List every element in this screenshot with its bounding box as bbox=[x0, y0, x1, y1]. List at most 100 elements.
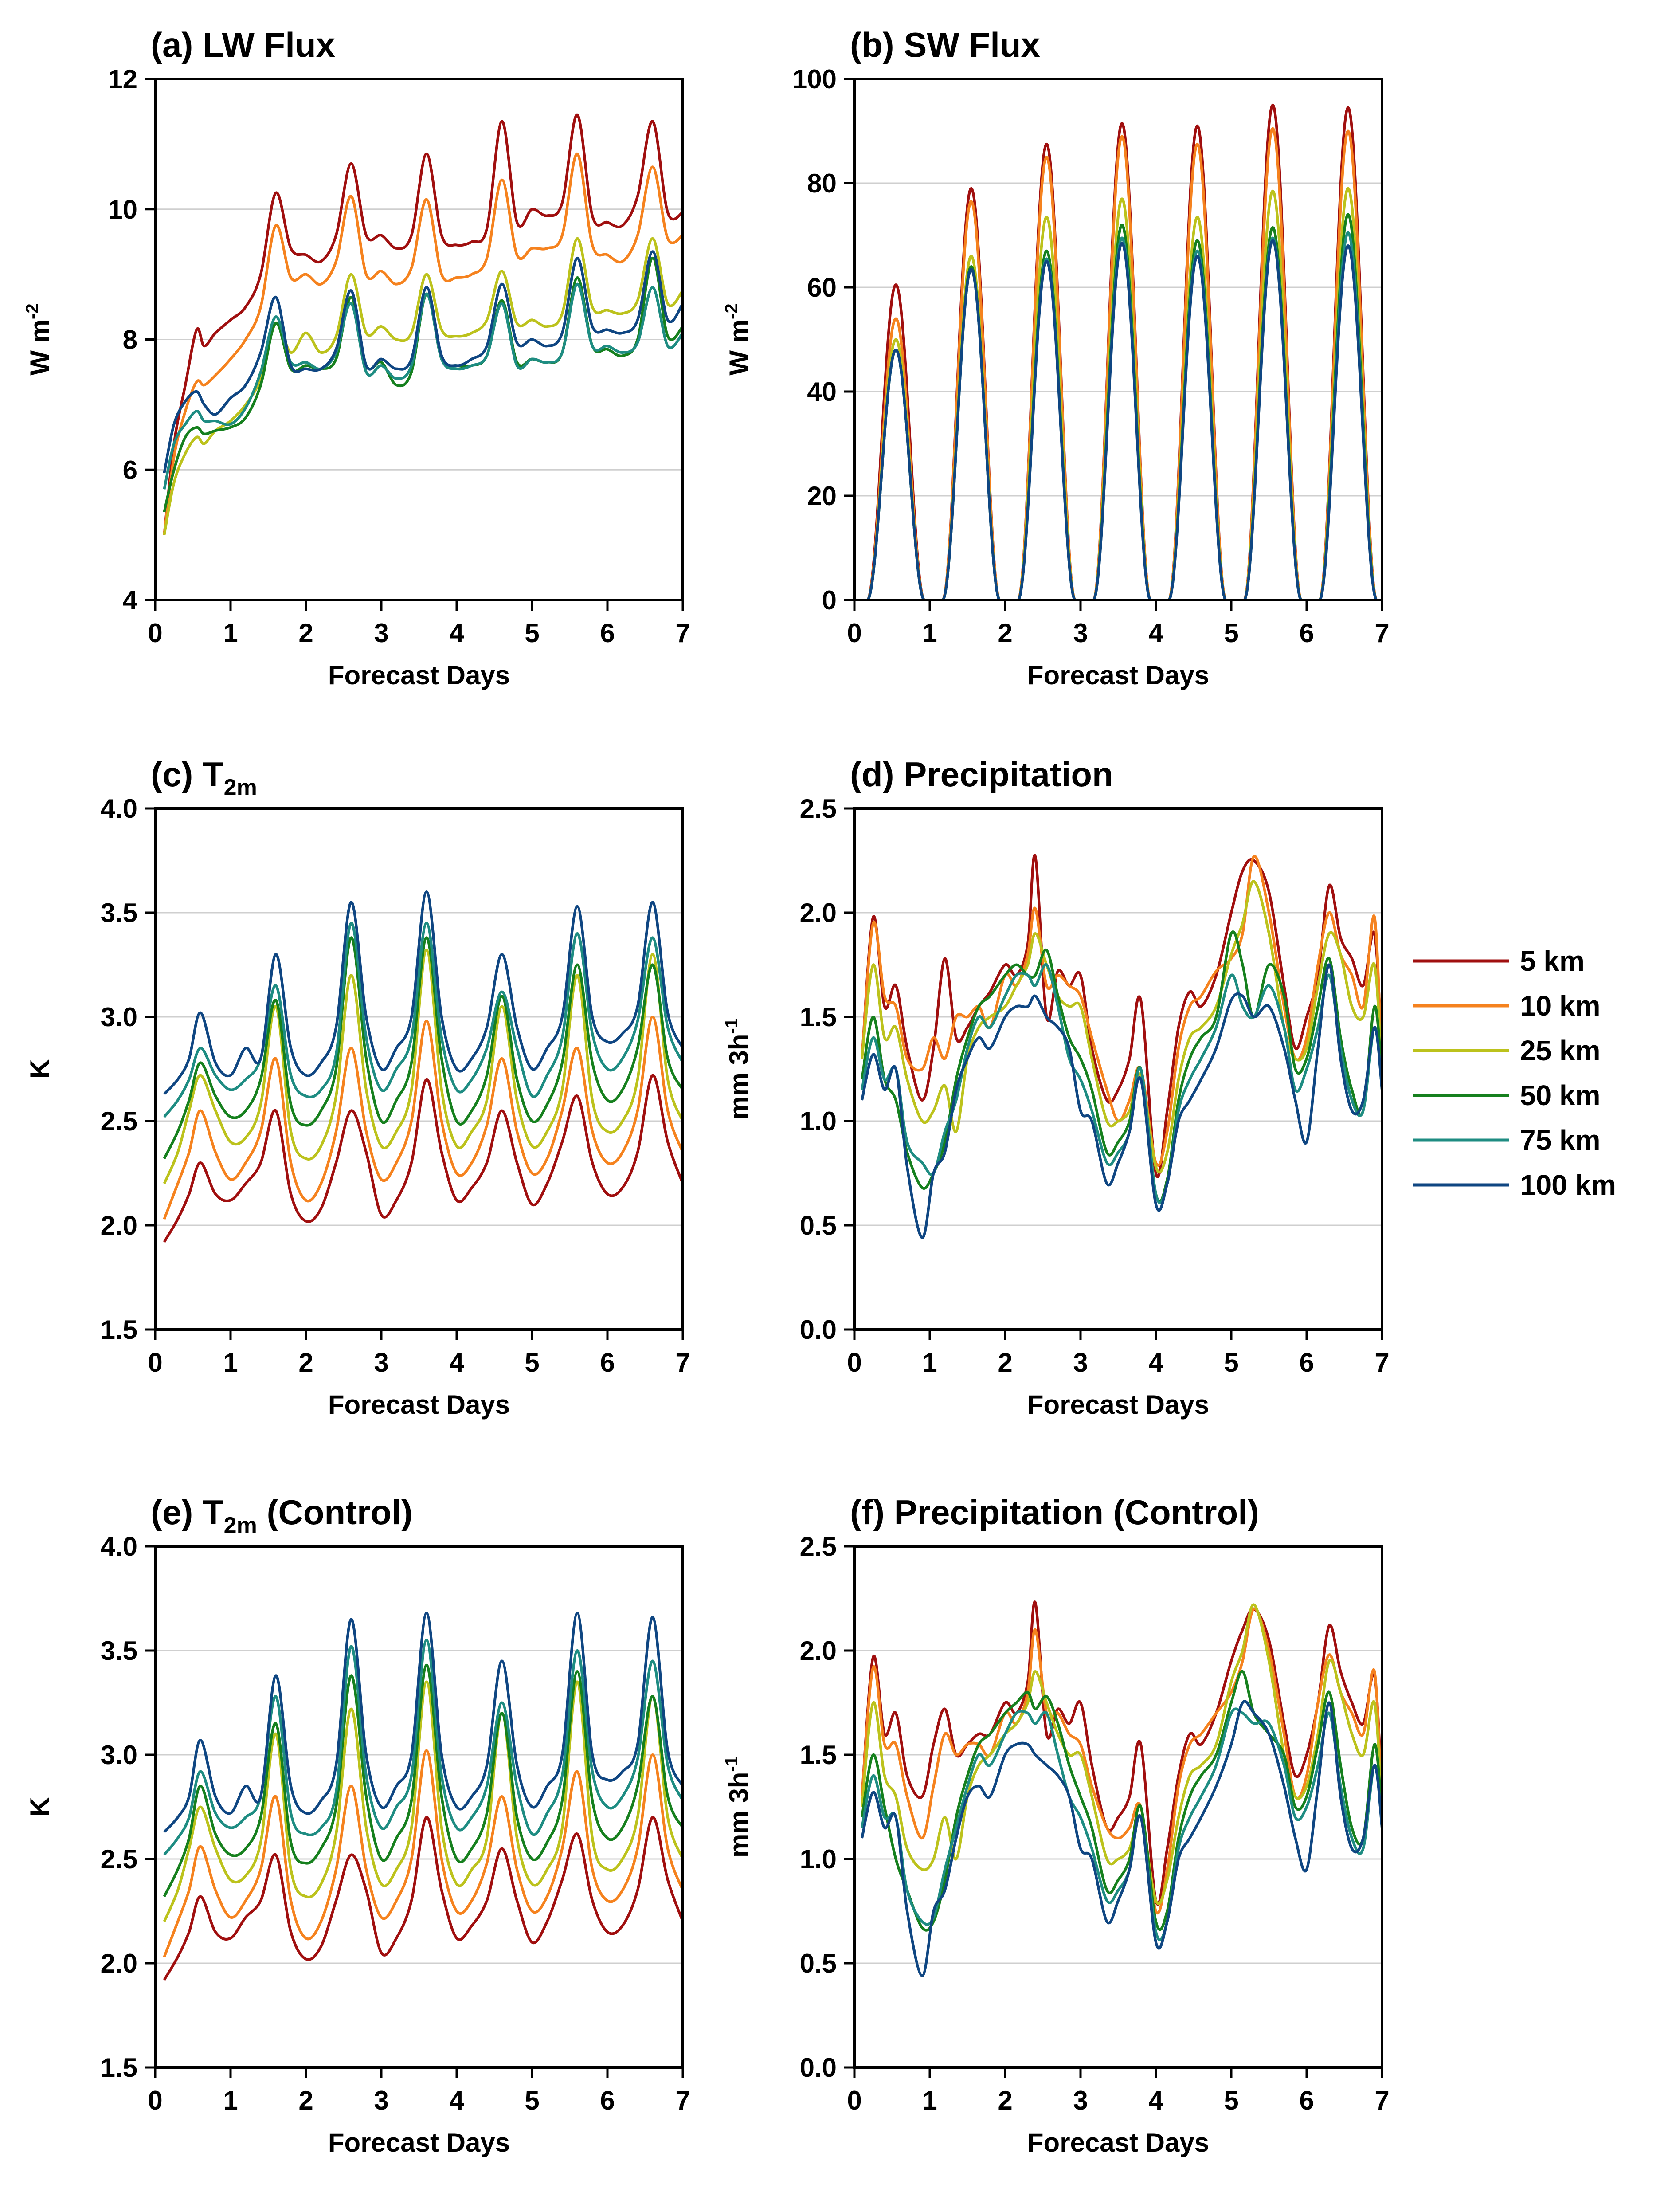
x-tick-label: 4 bbox=[449, 2086, 464, 2115]
x-tick-label: 3 bbox=[374, 618, 388, 648]
x-tick-label: 2 bbox=[998, 2086, 1012, 2115]
panel-title: (a) LW Flux bbox=[151, 25, 335, 64]
y-tick-label: 4.0 bbox=[101, 1532, 137, 1561]
panel-e: 1.5 2.0 2.5 3.0 3.5 4.0 0 1 2 3 4 5 6 7 Forecast Days K… bbox=[25, 1493, 690, 2157]
y-tick-label: 2.5 bbox=[101, 1106, 137, 1136]
y-tick-label: 60 bbox=[807, 273, 837, 302]
series-line-25km bbox=[861, 880, 1382, 1174]
x-tick-label: 5 bbox=[1224, 2086, 1238, 2115]
series-line-5km bbox=[861, 854, 1382, 1178]
x-tick-label: 6 bbox=[600, 618, 615, 648]
y-tick-label: 100 bbox=[792, 64, 837, 94]
y-axis-label: mm 3h-1 bbox=[722, 1018, 754, 1120]
x-tick-label: 2 bbox=[298, 2086, 313, 2115]
y-tick-label: 0.0 bbox=[800, 2053, 837, 2083]
x-tick-label: 0 bbox=[148, 1348, 162, 1377]
legend-label: 50 km bbox=[1520, 1079, 1600, 1111]
x-axis-label: Forecast Days bbox=[1027, 2128, 1209, 2157]
legend-label: 100 km bbox=[1520, 1169, 1616, 1201]
y-tick-label: 1.5 bbox=[800, 1740, 837, 1770]
x-tick-label: 6 bbox=[600, 1348, 615, 1377]
panel-b: 0 20 40 60 80 100 0 1 2 3 4 5 6 7 Forecast Days W m-2 (b… bbox=[722, 25, 1390, 690]
y-tick-label: 0.5 bbox=[800, 1949, 837, 1978]
x-tick-label: 0 bbox=[148, 2086, 162, 2115]
panel-title: (d) Precipitation bbox=[850, 755, 1113, 794]
y-tick-label: 0 bbox=[822, 585, 837, 615]
x-axis-label: Forecast Days bbox=[328, 1390, 510, 1420]
series-line-10km bbox=[861, 855, 1382, 1167]
plot-frame bbox=[154, 807, 684, 1331]
x-tick-label: 2 bbox=[298, 618, 313, 648]
x-tick-label: 6 bbox=[1299, 618, 1314, 648]
series-group bbox=[861, 1600, 1382, 1977]
x-tick-label: 1 bbox=[223, 1348, 238, 1377]
series-line-5km bbox=[163, 1074, 683, 1243]
panel-f: 0.0 0.5 1.0 1.5 2.0 2.5 0 1 2 3 4 5 6 7 Forecast Days m… bbox=[722, 1493, 1390, 2157]
x-tick-label: 4 bbox=[449, 1348, 464, 1377]
series-line-25km bbox=[163, 949, 683, 1184]
plot-frame bbox=[853, 1545, 1383, 2069]
x-tick-label: 5 bbox=[525, 1348, 539, 1377]
y-tick-label: 2.5 bbox=[800, 794, 837, 824]
series-line-10km bbox=[163, 152, 683, 535]
panel-title: (b) SW Flux bbox=[850, 25, 1040, 64]
y-axis-label: K bbox=[25, 1797, 55, 1816]
series-line-50km bbox=[861, 213, 1382, 601]
y-tick-label: 6 bbox=[123, 455, 137, 485]
legend-label: 75 km bbox=[1520, 1124, 1600, 1156]
series-line-5km bbox=[163, 113, 683, 535]
x-tick-label: 7 bbox=[675, 2086, 690, 2115]
x-tick-label: 0 bbox=[148, 618, 162, 648]
x-tick-label: 5 bbox=[1224, 1348, 1238, 1377]
y-tick-label: 1.5 bbox=[101, 1315, 137, 1345]
y-tick-label: 8 bbox=[123, 325, 137, 355]
y-tick-label: 3.0 bbox=[101, 1002, 137, 1032]
y-tick-label: 3.0 bbox=[101, 1740, 137, 1770]
x-tick-label: 7 bbox=[1374, 1348, 1389, 1377]
x-tick-label: 7 bbox=[1374, 2086, 1389, 2115]
series-line-5km bbox=[163, 1816, 683, 1981]
y-axis-label: W m-2 bbox=[722, 303, 754, 375]
series-group bbox=[163, 113, 683, 535]
series-line-50km bbox=[861, 1670, 1382, 1932]
series-line-25km bbox=[163, 1680, 683, 1922]
x-tick-label: 3 bbox=[1073, 2086, 1088, 2115]
x-tick-label: 4 bbox=[1148, 618, 1163, 648]
y-tick-label: 20 bbox=[807, 481, 837, 511]
legend-label: 5 km bbox=[1520, 945, 1585, 977]
y-axis-label: W m-2 bbox=[23, 303, 55, 375]
y-tick-label: 2.0 bbox=[800, 1636, 837, 1666]
x-tick-label: 7 bbox=[675, 618, 690, 648]
y-tick-label: 1.5 bbox=[101, 2053, 137, 2083]
y-tick-label: 1.0 bbox=[800, 1844, 837, 1874]
y-tick-label: 2.5 bbox=[101, 1844, 137, 1874]
x-tick-label: 6 bbox=[1299, 1348, 1314, 1377]
y-tick-label: 4 bbox=[123, 585, 138, 615]
x-tick-label: 1 bbox=[223, 2086, 238, 2115]
series-line-75km bbox=[163, 282, 683, 490]
x-tick-label: 0 bbox=[847, 618, 861, 648]
y-tick-label: 3.5 bbox=[101, 898, 137, 928]
x-tick-label: 0 bbox=[847, 1348, 861, 1377]
series-line-50km bbox=[163, 1663, 683, 1897]
x-tick-label: 7 bbox=[675, 1348, 690, 1377]
x-tick-label: 4 bbox=[449, 618, 464, 648]
x-tick-label: 2 bbox=[998, 1348, 1012, 1377]
x-tick-label: 3 bbox=[374, 1348, 388, 1377]
x-tick-label: 1 bbox=[922, 1348, 937, 1377]
series-line-5km bbox=[861, 103, 1382, 601]
x-tick-label: 4 bbox=[1148, 1348, 1163, 1377]
panel-title: (f) Precipitation (Control) bbox=[850, 1493, 1259, 1532]
y-tick-label: 10 bbox=[108, 195, 137, 224]
y-tick-label: 2.0 bbox=[101, 1949, 137, 1978]
y-axis-label: K bbox=[25, 1059, 55, 1079]
series-line-100km bbox=[861, 239, 1382, 601]
x-tick-label: 1 bbox=[223, 618, 238, 648]
y-tick-label: 0.0 bbox=[800, 1315, 837, 1345]
panel-d: 0.0 0.5 1.0 1.5 2.0 2.5 0 1 2 3 4 5 6 7 Forecast Days m… bbox=[722, 755, 1390, 1420]
series-line-100km bbox=[163, 250, 683, 474]
y-tick-label: 2.0 bbox=[101, 1211, 137, 1240]
y-tick-label: 1.0 bbox=[800, 1106, 837, 1136]
x-tick-label: 2 bbox=[998, 618, 1012, 648]
